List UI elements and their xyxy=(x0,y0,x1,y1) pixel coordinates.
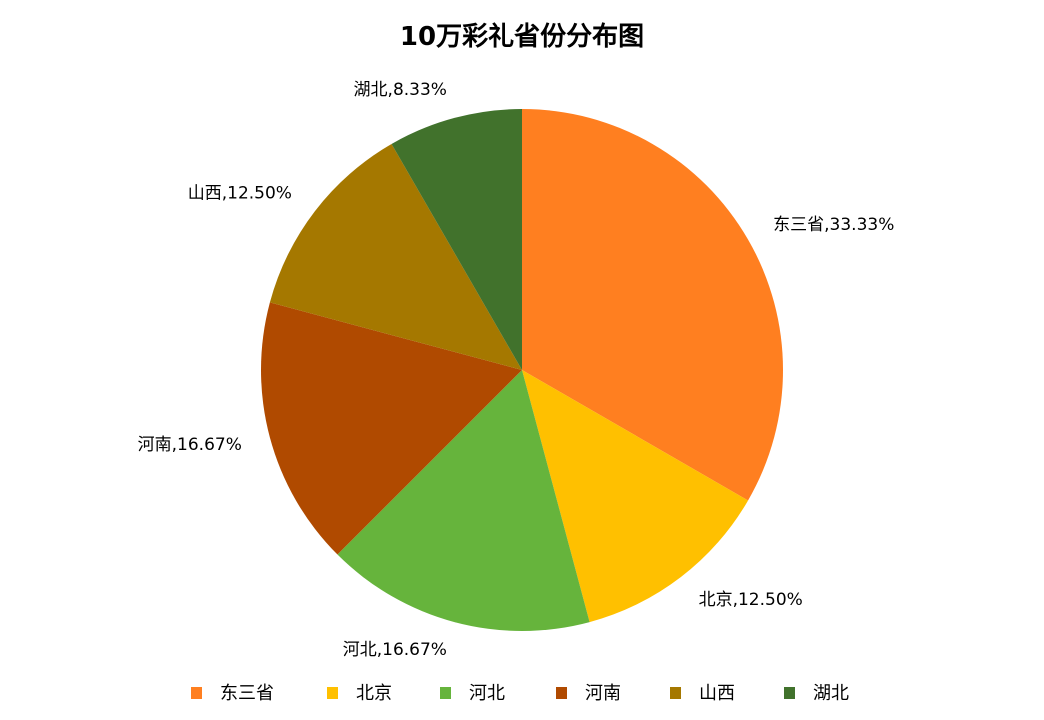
data-label: 河南,16.67% xyxy=(138,435,242,455)
legend-swatch xyxy=(440,687,451,699)
pie-slice-3 xyxy=(261,302,522,555)
pie-slice-0 xyxy=(522,109,784,501)
legend-item[interactable]: 河南 xyxy=(556,683,621,704)
legend-label: 东三省 xyxy=(220,683,274,704)
legend-swatch xyxy=(327,687,338,699)
legend-item[interactable]: 东三省 xyxy=(191,683,274,704)
legend-label: 湖北 xyxy=(813,683,849,704)
legend-swatch xyxy=(670,687,681,699)
legend-label: 河南 xyxy=(585,683,621,704)
legend-swatch xyxy=(556,687,567,699)
data-label: 河北,16.67% xyxy=(343,640,447,660)
data-label: 山西,12.50% xyxy=(188,183,292,203)
legend-swatch xyxy=(784,687,795,699)
pie-slice-4 xyxy=(269,143,522,370)
pie-slice-5 xyxy=(391,109,522,370)
legend-label: 河北 xyxy=(469,683,505,704)
data-label: 北京,12.50% xyxy=(699,590,803,610)
pie-slice-1 xyxy=(522,370,749,623)
legend-item[interactable]: 山西 xyxy=(670,683,735,704)
data-label: 湖北,8.33% xyxy=(354,80,447,100)
legend-swatch xyxy=(191,687,202,699)
data-label: 东三省,33.33% xyxy=(773,215,894,235)
legend-item[interactable]: 河北 xyxy=(440,683,505,704)
legend-item[interactable]: 北京 xyxy=(327,683,392,704)
pie-slice-2 xyxy=(337,370,590,631)
legend-label: 山西 xyxy=(699,683,735,704)
legend-label: 北京 xyxy=(356,683,392,704)
chart-title: 10万彩礼省份分布图 xyxy=(400,21,644,52)
legend-item[interactable]: 湖北 xyxy=(784,683,849,704)
